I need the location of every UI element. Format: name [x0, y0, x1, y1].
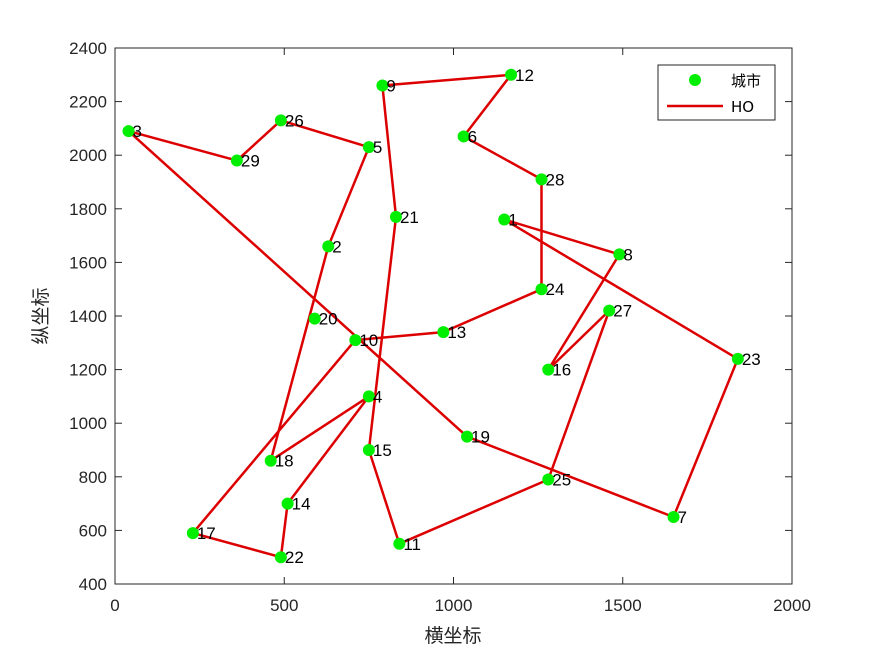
city-label: 19: [471, 428, 490, 447]
y-axis-title: 纵坐标: [30, 287, 52, 344]
points-layer: [122, 68, 744, 564]
y-tick-label: 2000: [69, 146, 107, 165]
city-label: 1: [508, 211, 517, 230]
city-point: [498, 213, 511, 226]
city-point: [393, 537, 406, 550]
y-tick-label: 800: [79, 468, 107, 487]
city-point: [535, 173, 548, 186]
city-point: [457, 130, 470, 143]
city-label: 23: [742, 350, 761, 369]
city-label: 25: [552, 470, 571, 489]
city-label: 6: [468, 127, 477, 146]
city-label: 9: [386, 77, 395, 96]
city-point: [230, 154, 243, 167]
city-point: [389, 210, 402, 223]
city-label: 18: [275, 452, 294, 471]
city-label: 20: [319, 310, 338, 329]
city-label: 22: [285, 548, 304, 567]
plot-area: [115, 48, 792, 584]
city-point: [437, 326, 450, 339]
city-point: [274, 551, 287, 564]
city-label: 29: [241, 152, 260, 171]
y-tick-label: 1800: [69, 200, 107, 219]
y-axis-ticks: 400 600 800 1000 1200 1400 1600 1800 2000 2200 240…: [69, 39, 792, 594]
legend-label-route: HO: [731, 98, 754, 116]
x-axis-title: 横坐标: [424, 625, 481, 647]
x-tick-label: 2000: [773, 596, 811, 615]
city-point: [186, 527, 199, 540]
legend: 城市 HO: [657, 64, 776, 121]
city-point: [322, 240, 335, 253]
x-axis-ticks: 0 500 1000 1500 2000: [110, 48, 811, 615]
city-point: [461, 430, 474, 443]
x-tick-label: 0: [110, 596, 119, 615]
city-label: 10: [359, 331, 378, 350]
city-label: 3: [133, 122, 142, 141]
legend-label-cities: 城市: [731, 72, 761, 90]
city-point: [613, 248, 626, 261]
x-tick-label: 1500: [604, 596, 642, 615]
city-point: [535, 283, 548, 296]
city-label: 24: [546, 280, 565, 299]
city-label: 14: [292, 495, 311, 514]
y-tick-label: 1600: [69, 253, 107, 272]
y-tick-label: 2400: [69, 39, 107, 58]
city-point: [362, 444, 375, 456]
point-labels-layer: 1234567891011121314151617181920212223242…: [133, 66, 761, 567]
city-point: [264, 454, 277, 467]
city-label: 27: [613, 302, 632, 321]
city-label: 21: [400, 208, 419, 227]
city-label: 15: [373, 441, 392, 460]
x-tick-label: 500: [270, 596, 298, 615]
legend-box: [657, 64, 776, 121]
y-tick-label: 2200: [69, 93, 107, 112]
y-tick-label: 600: [79, 521, 107, 540]
y-tick-label: 1200: [69, 361, 107, 380]
city-point: [274, 114, 287, 127]
city-label: 26: [285, 111, 304, 130]
city-point: [667, 511, 680, 523]
city-point: [376, 79, 389, 92]
city-point: [542, 363, 555, 376]
city-label: 16: [552, 361, 571, 380]
city-label: 12: [515, 66, 534, 85]
city-label: 7: [678, 508, 687, 527]
city-label: 11: [403, 535, 421, 554]
y-tick-label: 400: [79, 575, 107, 594]
city-label: 2: [332, 237, 341, 256]
city-point: [362, 390, 375, 403]
city-point: [308, 312, 321, 325]
city-point: [542, 473, 555, 486]
legend-marker-cities: [689, 74, 701, 86]
city-point: [603, 304, 616, 317]
y-tick-label: 1000: [69, 414, 107, 433]
x-tick-label: 1000: [435, 596, 473, 615]
y-tick-label: 1400: [69, 307, 107, 326]
city-point: [505, 68, 518, 81]
city-label: 4: [373, 387, 382, 406]
city-point: [122, 125, 135, 138]
city-label: 13: [447, 323, 466, 342]
city-label: 28: [546, 170, 565, 189]
city-label: 17: [197, 524, 216, 543]
city-point: [362, 141, 375, 154]
city-point: [349, 334, 362, 347]
city-point: [281, 497, 294, 510]
city-point: [731, 352, 744, 365]
city-label: 8: [623, 245, 632, 264]
city-label: 5: [373, 138, 382, 157]
